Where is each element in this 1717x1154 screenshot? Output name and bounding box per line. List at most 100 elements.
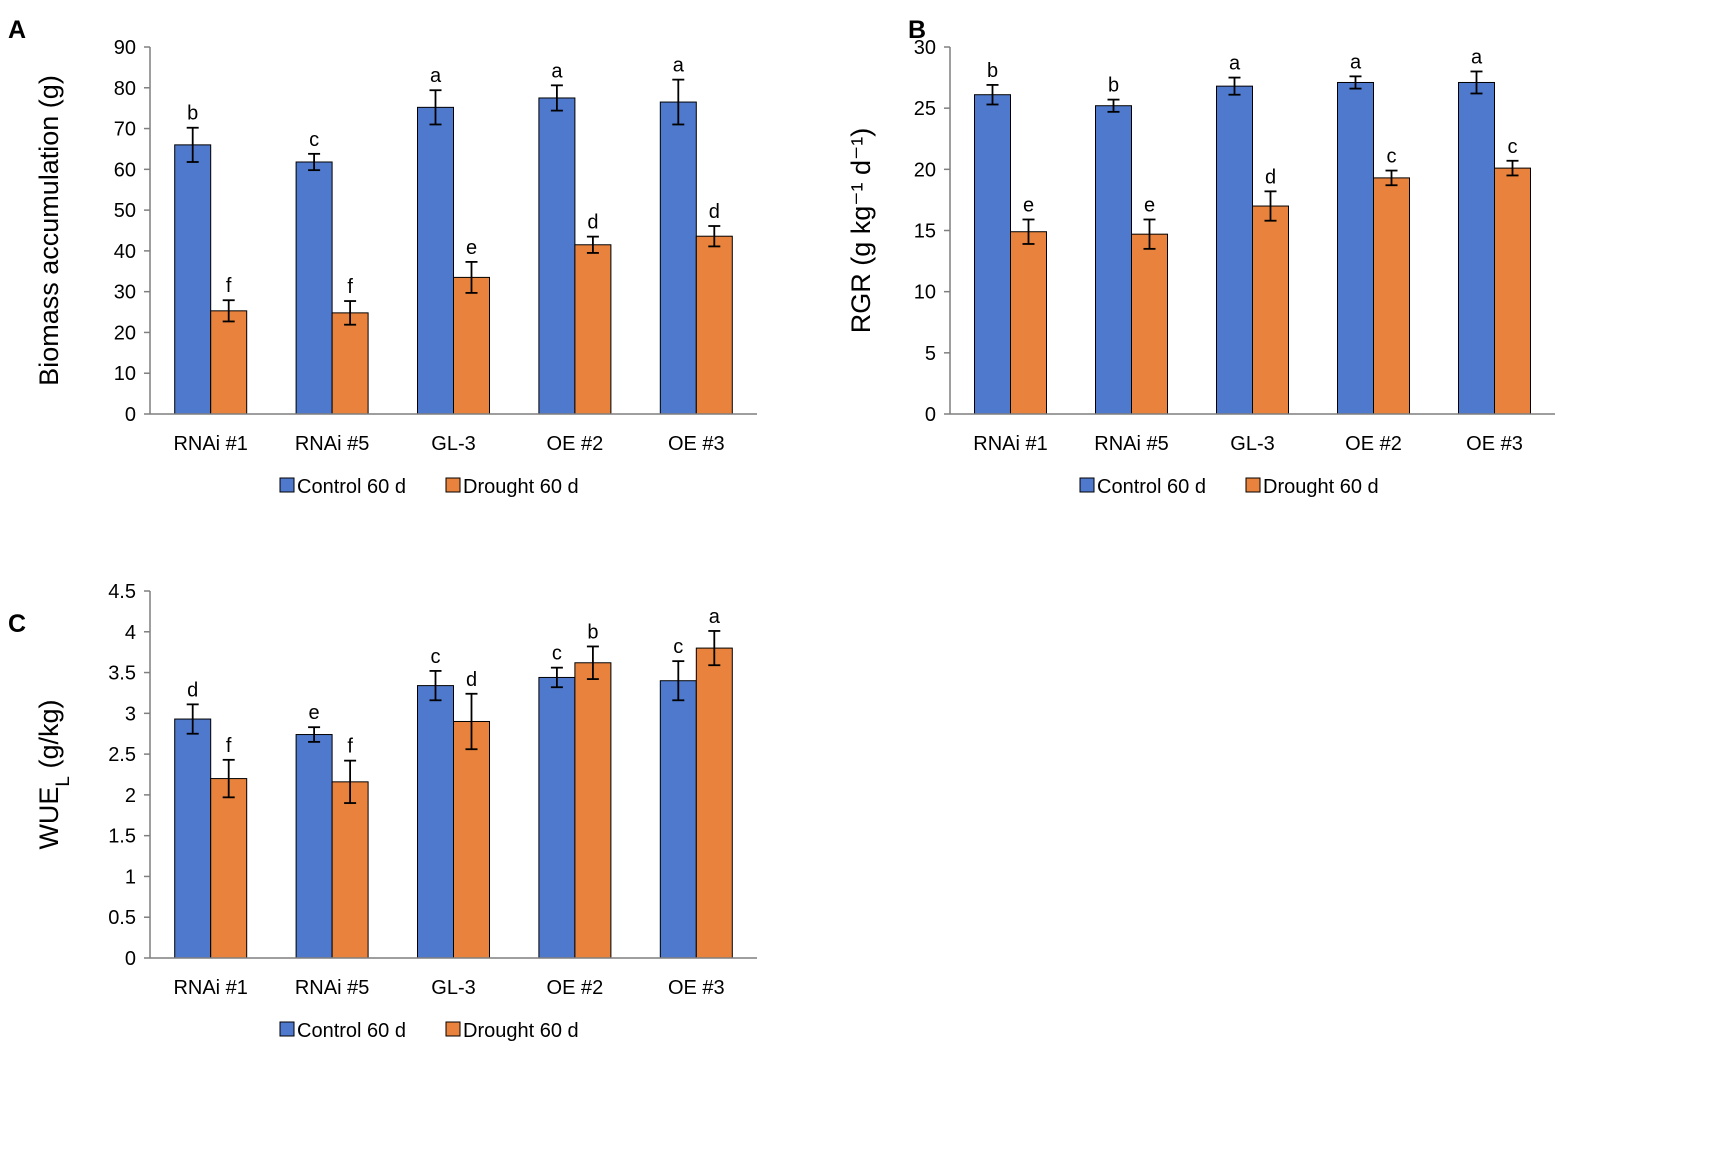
panel-b: B 0 5 10 15 20 25 30 RGR (g kg⁻¹ d⁻¹) b e RNAi #1 b… [846,16,1555,498]
significance-letter: a [551,60,563,82]
legend: Control 60 d Drought 60 d [279,476,579,498]
bar-drought [574,662,612,959]
panel-label: B [908,16,926,44]
legend-swatch [279,477,295,493]
x-tick-label: RNAi #1 [173,433,247,455]
significance-letter: b [987,60,998,82]
legend-swatch [279,1021,295,1037]
y-tick-label: 40 [114,241,136,263]
significance-letter: f [347,736,353,758]
y-tick-label: 5 [925,343,936,365]
legend-label: Control 60 d [297,476,406,498]
y-tick-label: 70 [114,119,136,141]
bar-drought [1373,177,1410,415]
bar-control [1337,81,1374,415]
bar-drought [210,310,248,415]
y-tick-label: 60 [114,159,136,181]
panel-b-plot: 0 5 10 15 20 25 30 RGR (g kg⁻¹ d⁻¹) b e RNAi #1 b e R… [846,37,1555,498]
bar-control [295,161,333,415]
significance-letter: b [187,103,198,125]
significance-letter: d [709,201,720,223]
bar-drought [695,647,733,959]
bar-control [174,144,212,415]
y-tick-label: 15 [914,221,936,243]
bar-drought [331,781,369,959]
significance-letter: e [1023,194,1034,216]
significance-letter: b [587,621,598,643]
x-tick-label: RNAi #5 [1094,433,1168,455]
y-tick-label: 0 [125,404,136,426]
x-tick-label: OE #2 [547,977,604,999]
significance-letter: f [347,276,353,298]
legend-swatch [1079,477,1095,493]
bar-control [659,680,697,959]
panel-c: C 0 0.5 1 1.5 2 2.5 3 3.5 4 4.5 WUEL (g/kg) d f RNAi … [8,581,757,1042]
bar-drought [1494,167,1531,415]
y-tick-label: 25 [914,98,936,120]
significance-letter: a [1471,46,1483,68]
panel-a-plot: 0 10 20 30 40 50 60 70 80 90 Biomass accumulation … [34,37,757,498]
legend-swatch [445,1021,461,1037]
bar-control [538,676,576,959]
y-tick-label: 3 [125,703,136,725]
significance-letter: a [430,65,442,87]
x-tick-label: OE #2 [547,433,604,455]
legend-label: Drought 60 d [463,1020,579,1042]
significance-letter: c [1508,136,1518,158]
bar-drought [1010,231,1047,415]
y-tick-label: 10 [914,282,936,304]
significance-letter: c [431,646,441,668]
bar-control [174,718,212,959]
x-tick-label: RNAi #1 [973,433,1047,455]
significance-letter: c [552,643,562,665]
y-tick-label: 10 [114,363,136,385]
bar-control [417,106,454,415]
significance-letter: d [466,669,477,691]
bar-drought [574,244,612,415]
significance-letter: f [226,735,232,757]
bar-control [295,734,333,959]
x-tick-label: OE #3 [1466,433,1523,455]
y-tick-label: 30 [914,37,936,59]
x-tick-label: GL-3 [431,433,475,455]
legend-label: Drought 60 d [1263,476,1379,498]
y-tick-label: 90 [114,37,136,59]
y-tick-label: 0 [125,948,136,970]
x-tick-label: RNAi #5 [295,433,369,455]
significance-letter: a [709,606,721,628]
significance-letter: c [673,636,683,658]
y-tick-label: 4.5 [108,581,136,603]
x-tick-label: RNAi #5 [295,977,369,999]
x-tick-label: GL-3 [431,977,475,999]
significance-letter: e [466,237,477,259]
y-tick-label: 50 [114,200,136,222]
bar-control [1095,105,1132,415]
panel-a: A 0 10 20 30 40 50 60 70 80 90 Biomass accumulatio… [8,16,757,498]
bar-drought [1252,205,1289,415]
x-tick-label: OE #3 [668,977,725,999]
significance-letter: a [673,55,685,77]
bar-drought [210,778,248,959]
significance-letter: c [1387,146,1397,168]
legend-swatch [1245,477,1261,493]
y-axis-label: WUEL (g/kg) [34,699,74,849]
bar-control [417,685,454,959]
panel-label: C [8,610,26,638]
significance-letter: a [1350,51,1362,73]
panel-label: A [8,16,26,44]
legend-label: Control 60 d [297,1020,406,1042]
significance-letter: d [1265,166,1276,188]
x-tick-label: OE #3 [668,433,725,455]
y-axis-label-subscript: L [53,776,74,787]
bar-drought [1131,233,1168,415]
y-tick-label: 2.5 [108,744,136,766]
bar-control [1216,85,1253,415]
panel-c-plot: 0 0.5 1 1.5 2 2.5 3 3.5 4 4.5 WUEL (g/kg) d f RNAi #1… [34,581,757,1042]
y-tick-label: 0.5 [108,907,136,929]
y-tick-label: 3.5 [108,663,136,685]
legend-label: Drought 60 d [463,476,579,498]
bar-control [538,97,576,415]
y-axis-label: Biomass accumulation (g) [34,75,64,386]
significance-letter: e [1144,194,1155,216]
